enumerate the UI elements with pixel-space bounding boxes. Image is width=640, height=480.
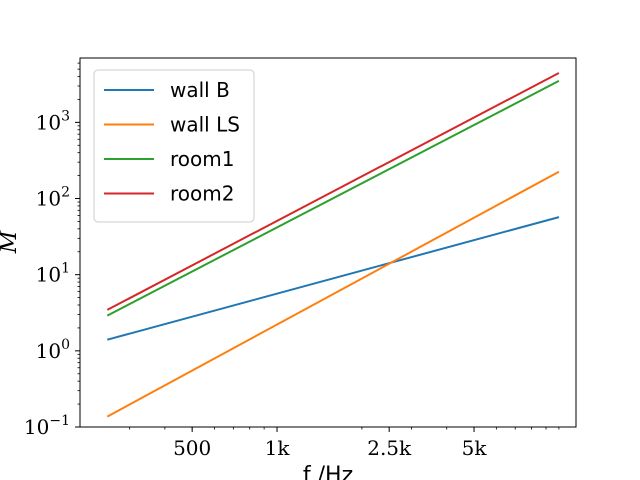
ticks-layer: 500 1k 2.5k 5k 10−1 100 101 102 103 [24,62,560,460]
y-axis-label: M [0,230,22,254]
y-tick-label: 10−1 [24,413,70,439]
x-axis-label: f /Hz [303,463,353,480]
legend-label: room2 [170,182,234,206]
y-tick-label: 100 [36,337,70,363]
series-line-4 [106,72,560,311]
series-line-1 [107,216,560,341]
y-tick-label: 102 [36,185,70,211]
x-tick-label: 5k [462,436,488,460]
x-tick-label: 2.5k [367,436,412,460]
legend-label: wall LS [170,113,240,137]
y-tick-label: 101 [36,261,70,287]
plot-frame [79,57,577,428]
x-tick-label: 500 [173,436,211,460]
series-line-3 [106,80,560,317]
series-line-2 [106,170,560,418]
x-tick-label: 1k [265,436,291,460]
y-tick-label: 103 [36,108,70,134]
legend: wall B wall LS room1 room2 [93,69,255,223]
legend-label: wall B [170,78,230,102]
legend-label: room1 [170,147,234,171]
legend-frame [93,69,255,223]
series-layer [106,72,560,418]
